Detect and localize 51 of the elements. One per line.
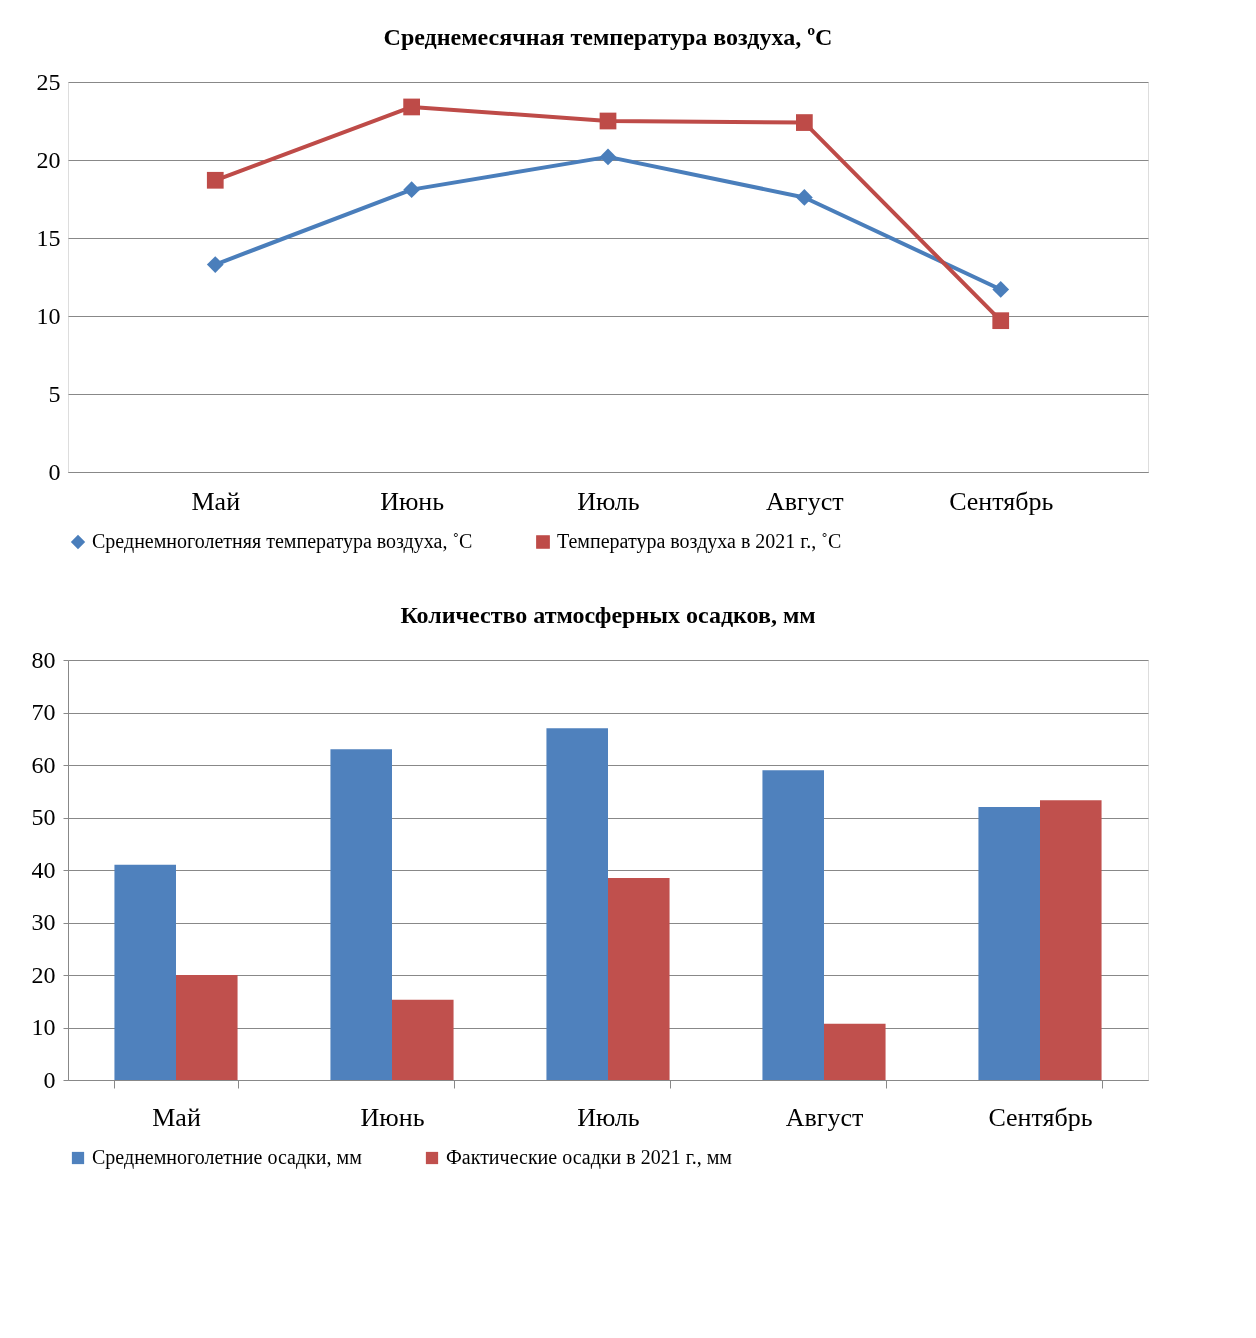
y-tick-label: 20 bbox=[36, 146, 61, 173]
y-tick-label: 80 bbox=[31, 646, 56, 673]
x-tick-label: Август bbox=[785, 1102, 864, 1132]
x-tick-label: Май bbox=[191, 486, 241, 516]
point bbox=[403, 98, 420, 116]
y-tick-label: 15 bbox=[36, 224, 61, 251]
y-tick-label: 60 bbox=[31, 751, 56, 778]
bar bbox=[608, 877, 670, 1080]
point bbox=[206, 171, 224, 189]
chart-title: Количество атмосферных осадков, мм bbox=[400, 602, 816, 628]
y-tick-label: 50 bbox=[31, 804, 56, 830]
y-tick-label: 40 bbox=[31, 856, 56, 883]
point bbox=[206, 256, 224, 273]
bar bbox=[546, 728, 608, 1080]
x-tick-label: Июнь bbox=[380, 486, 445, 516]
chart-title: Среднемесячная температура воздуха, ºС bbox=[383, 24, 833, 50]
y-tick-label: 20 bbox=[31, 961, 56, 988]
legend-label: Фактические осадки в 2021 г., мм bbox=[446, 1146, 733, 1169]
bar bbox=[330, 749, 392, 1080]
x-tick-label: Август bbox=[766, 486, 844, 516]
point bbox=[599, 148, 617, 166]
point bbox=[599, 112, 617, 130]
point bbox=[796, 189, 813, 206]
y-tick-label: 0 bbox=[48, 458, 61, 485]
point bbox=[796, 114, 813, 131]
legend-label: Среднемноголетние осадки, мм bbox=[92, 1146, 363, 1169]
x-tick-label: Сентябрь bbox=[988, 1102, 1093, 1132]
legend-label: Среднемноголетняя температура воздуха, ˚С bbox=[92, 530, 473, 553]
x-tick-label: Июль bbox=[577, 486, 640, 516]
legend-label: Температура воздуха в 2021 г., ˚С bbox=[557, 530, 842, 553]
bar bbox=[114, 864, 176, 1080]
bar bbox=[824, 1023, 886, 1080]
x-tick-label: Май bbox=[152, 1102, 201, 1132]
bar bbox=[1040, 800, 1102, 1080]
y-tick-label: 10 bbox=[31, 1014, 56, 1040]
y-tick-label: 5 bbox=[48, 380, 61, 407]
bar bbox=[392, 999, 454, 1080]
y-tick-label: 10 bbox=[36, 302, 61, 329]
bar bbox=[176, 975, 238, 1080]
y-tick-label: 70 bbox=[31, 699, 56, 725]
y-tick-label: 30 bbox=[31, 909, 56, 935]
y-tick-label: 0 bbox=[43, 1066, 56, 1093]
x-tick-label: Июнь bbox=[360, 1102, 425, 1132]
bar bbox=[762, 770, 824, 1080]
point bbox=[403, 181, 420, 199]
bar bbox=[978, 807, 1040, 1080]
y-tick-label: 25 bbox=[36, 68, 61, 95]
x-tick-label: Сентябрь bbox=[949, 486, 1054, 516]
point bbox=[992, 281, 1010, 298]
point bbox=[992, 312, 1010, 330]
x-tick-label: Июль bbox=[577, 1102, 640, 1132]
